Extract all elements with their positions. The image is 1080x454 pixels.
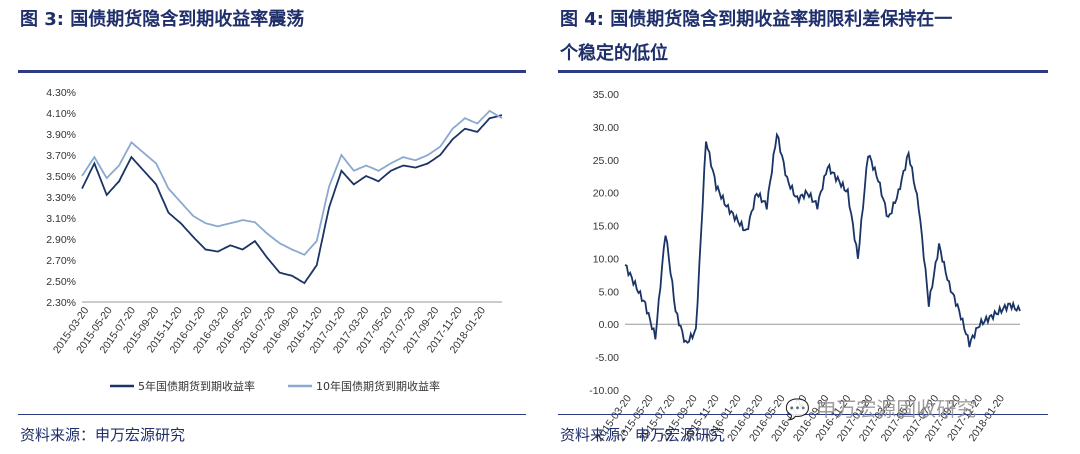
- left-top-rule: [18, 70, 526, 73]
- right-bottom-rule: [558, 414, 1048, 415]
- y-tick-label: 5.00: [599, 286, 620, 298]
- y-tick-label: 0.00: [599, 319, 620, 331]
- y-tick-label: 2.90%: [46, 234, 76, 246]
- y-tick-label: 2.70%: [46, 255, 76, 267]
- y-tick-label: 3.10%: [46, 213, 76, 225]
- y-tick-label: 3.30%: [46, 192, 76, 204]
- series-line-1: [81, 114, 503, 285]
- y-tick-label: -5.00: [595, 352, 619, 364]
- right-top-rule: [558, 70, 1048, 73]
- left-bottom-rule: [18, 414, 526, 415]
- y-tick-label: 2.50%: [46, 276, 76, 288]
- right-figure-title: 图 4: 国债期货隐含到期收益率期限利差保持在一: [560, 4, 952, 36]
- y-tick-label: 25.00: [593, 155, 619, 167]
- left-chart: 4.30% 4.10% 3.90% 3.70% 3.50% 3.30% 3.10% 2.90%…: [46, 87, 503, 393]
- watermark-text: 申万宏源固收研究: [816, 397, 977, 421]
- left-figure-title: 图 3: 国债期货隐含到期收益率震荡: [20, 4, 304, 36]
- right-title-line1: 国债期货隐含到期收益率期限利差保持在一: [610, 9, 953, 30]
- y-tick-label: 4.30%: [46, 87, 76, 99]
- y-tick-label: 35.00: [593, 89, 619, 101]
- right-figure-label: 图 4:: [560, 9, 604, 30]
- left-title-text: 国债期货隐含到期收益率震荡: [70, 9, 305, 30]
- series-line-2: [81, 109, 503, 256]
- legend-label-1: 5年国债期货到期收益率: [138, 379, 255, 393]
- y-tick-label: 30.00: [593, 122, 619, 134]
- right-source: 资料来源：申万宏源研究: [560, 426, 726, 444]
- y-tick-label: 4.10%: [46, 108, 76, 120]
- right-chart: 35.00 30.00 25.00 20.00 15.00 10.00 5.00 0.00 -5…: [589, 89, 1021, 444]
- y-tick-label: 3.50%: [46, 171, 76, 183]
- left-source: 资料来源：申万宏源研究: [20, 426, 186, 444]
- y-tick-label: 3.70%: [46, 150, 76, 162]
- wechat-icon: 💬: [785, 397, 810, 421]
- series-line-1: [624, 131, 1021, 348]
- y-tick-label: 2.30%: [46, 297, 76, 309]
- y-tick-label: 3.90%: [46, 129, 76, 141]
- watermark: 💬 申万宏源固收研究: [785, 393, 976, 422]
- left-figure-label: 图 3:: [20, 9, 64, 30]
- y-tick-label: 15.00: [593, 221, 619, 233]
- legend-label-2: 10年国债期货到期收益率: [316, 379, 440, 393]
- right-title-line2: 个稳定的低位: [560, 43, 668, 64]
- y-tick-label: -10.00: [589, 385, 619, 397]
- y-tick-label: 10.00: [593, 253, 619, 265]
- y-tick-label: 20.00: [593, 188, 619, 200]
